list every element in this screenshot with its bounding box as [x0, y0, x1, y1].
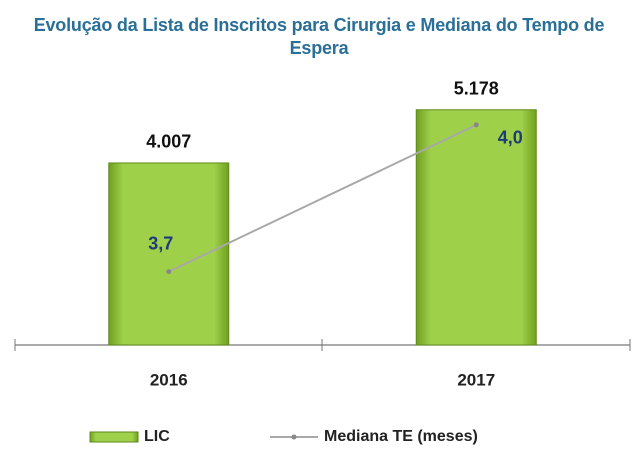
x-tick-label: 2016: [150, 370, 188, 389]
legend-label: Mediana TE (meses): [324, 428, 478, 445]
legend-label: LIC: [144, 428, 170, 445]
data-label: 4,0: [498, 128, 523, 148]
line: [168, 123, 477, 273]
x-tick-label: 2017: [457, 370, 495, 389]
data-label: 5.178: [454, 79, 499, 99]
chart-title: Evolução da Lista de Inscritos para Ciru…: [33, 15, 605, 58]
line-marker: [166, 269, 172, 275]
bar: [415, 109, 537, 346]
data-label: 4.007: [146, 132, 191, 152]
line-marker: [473, 122, 479, 128]
bar: [108, 162, 230, 346]
legend-swatch: [89, 431, 139, 443]
data-label: 3,7: [148, 233, 173, 253]
legend-marker: [291, 434, 297, 440]
